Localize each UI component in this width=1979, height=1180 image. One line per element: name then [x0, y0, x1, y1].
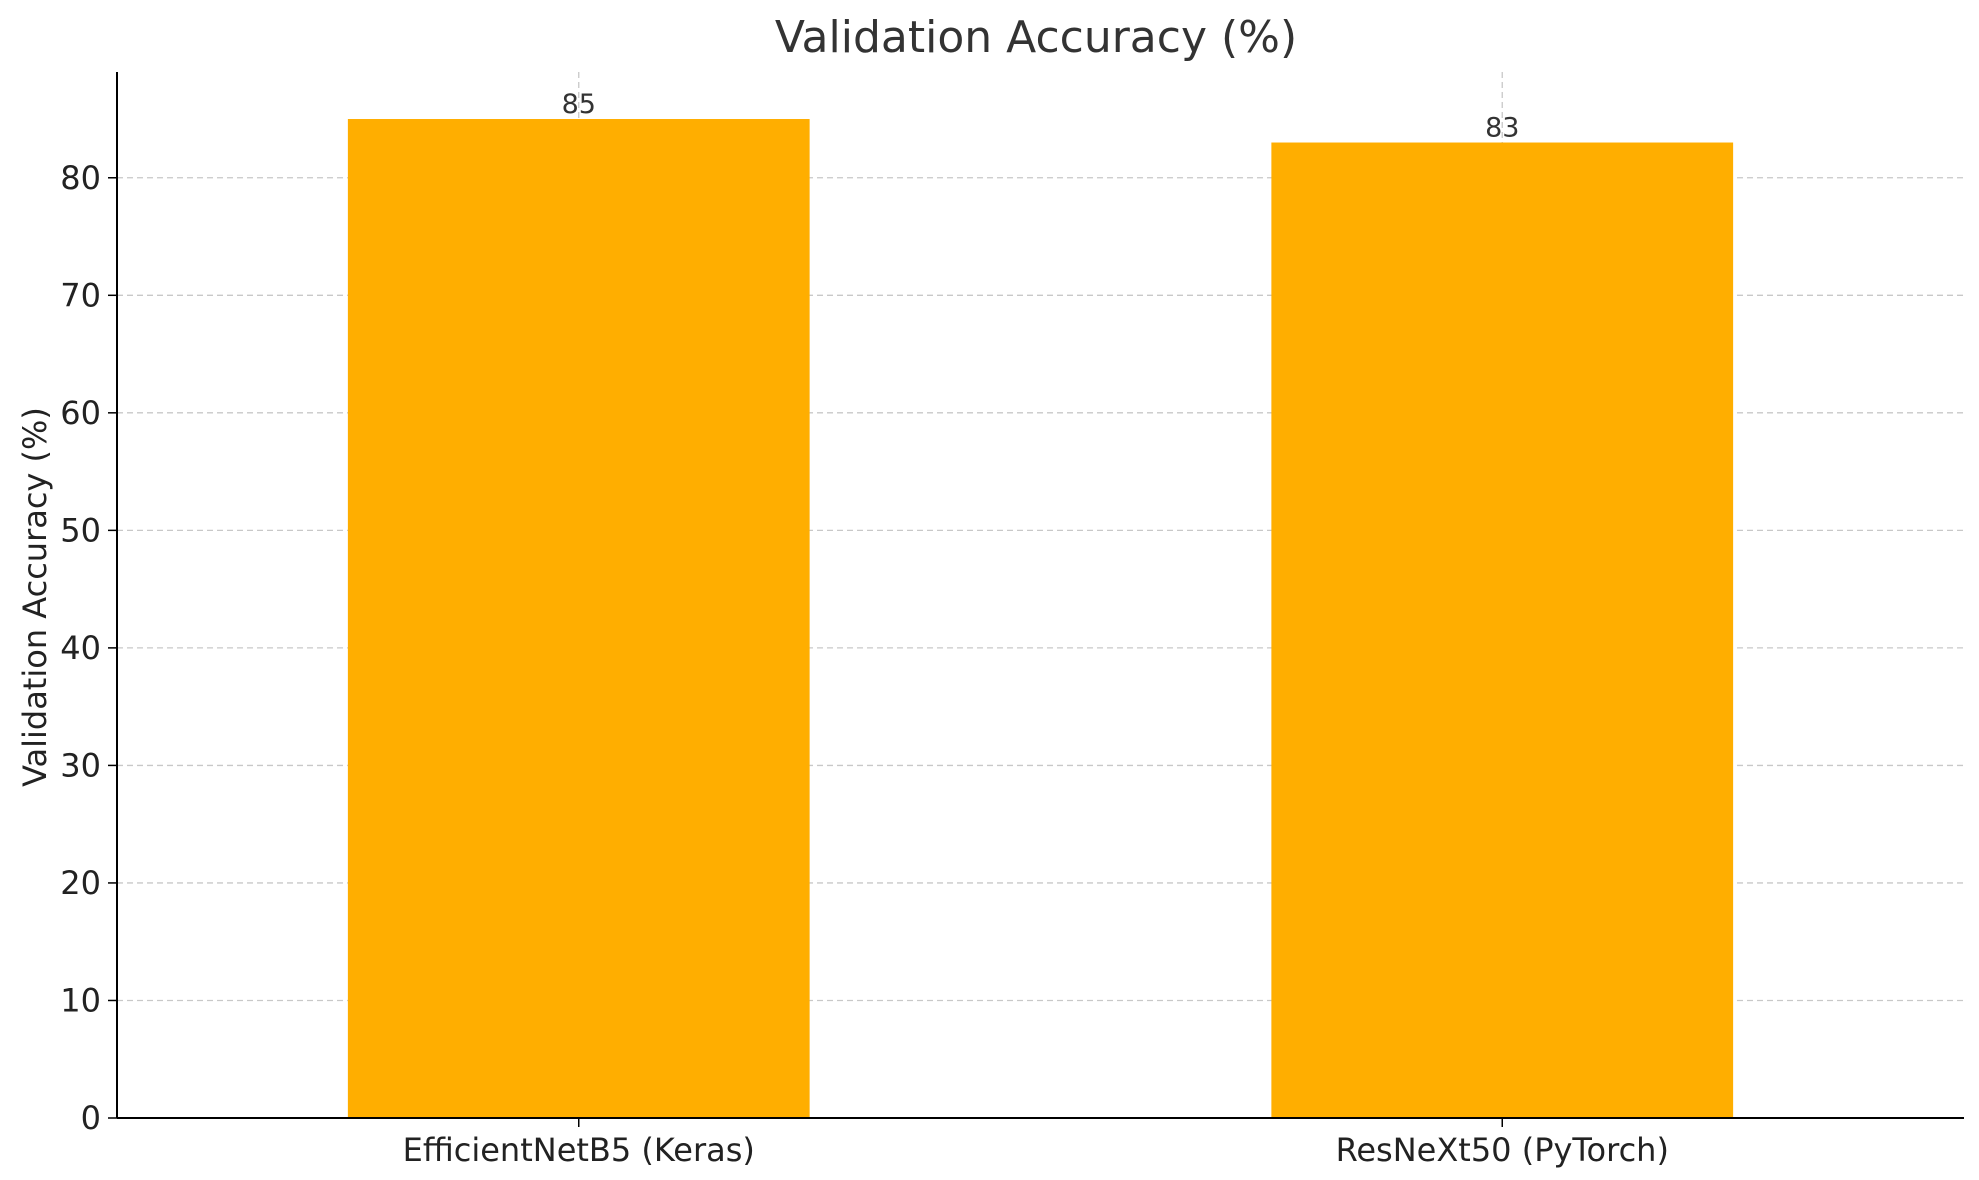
y-tick-label: 80 [60, 159, 101, 197]
axes [108, 72, 1964, 1127]
y-tick-label: 0 [81, 1099, 101, 1137]
y-axis-label: Validation Accuracy (%) [16, 407, 54, 787]
y-tick-label: 10 [60, 981, 101, 1019]
y-tick-label: 30 [60, 746, 101, 784]
x-tick-label: ResNeXt50 (PyTorch) [1336, 1131, 1669, 1169]
chart-title: Validation Accuracy (%) [775, 12, 1297, 63]
y-tick-label: 40 [60, 629, 101, 667]
bar [347, 119, 810, 1119]
y-tick-label: 20 [60, 864, 101, 902]
y-tick-label: 70 [60, 276, 101, 314]
labels: 0 10 20 30 40 50 60 70 80 85 EfficientNetB5 (Keras… [60, 89, 1669, 1169]
bar [1271, 142, 1734, 1119]
bars [347, 119, 1734, 1119]
y-tick-label: 60 [60, 394, 101, 432]
x-tick-label: EfficientNetB5 (Keras) [403, 1131, 755, 1169]
data-label: 85 [562, 89, 596, 120]
y-tick-label: 50 [60, 511, 101, 549]
data-label: 83 [1485, 113, 1519, 144]
